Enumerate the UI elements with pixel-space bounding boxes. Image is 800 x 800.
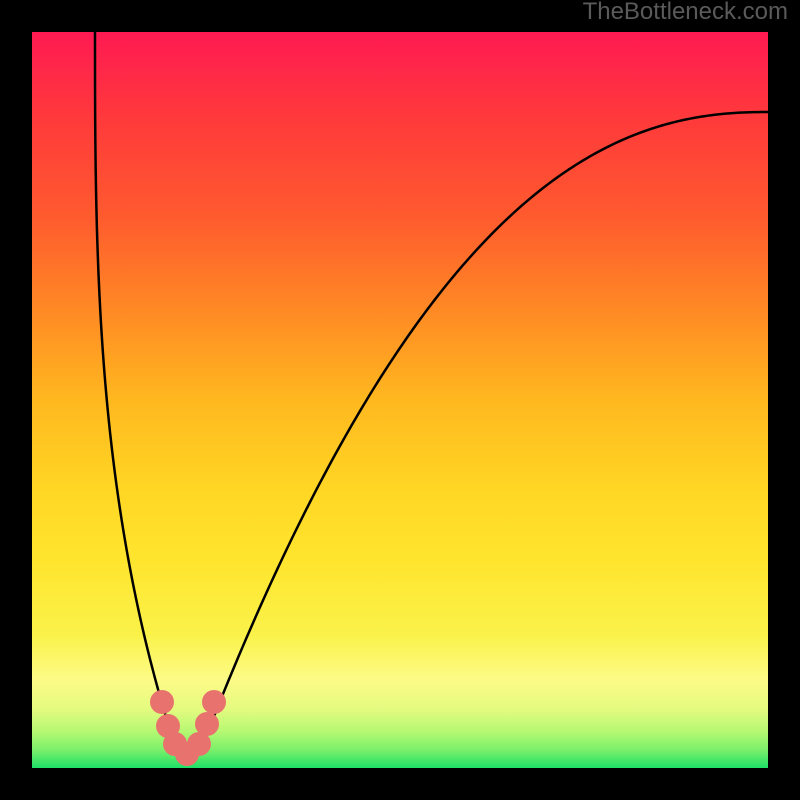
bottleneck-curve-svg [32, 32, 768, 768]
bottleneck-curve [95, 32, 768, 756]
curve-marker [202, 690, 226, 714]
watermark-text: TheBottleneck.com [583, 0, 788, 24]
curve-marker [150, 690, 174, 714]
plot-area [32, 32, 768, 768]
curve-marker [195, 712, 219, 736]
image-frame: TheBottleneck.com [0, 0, 800, 800]
